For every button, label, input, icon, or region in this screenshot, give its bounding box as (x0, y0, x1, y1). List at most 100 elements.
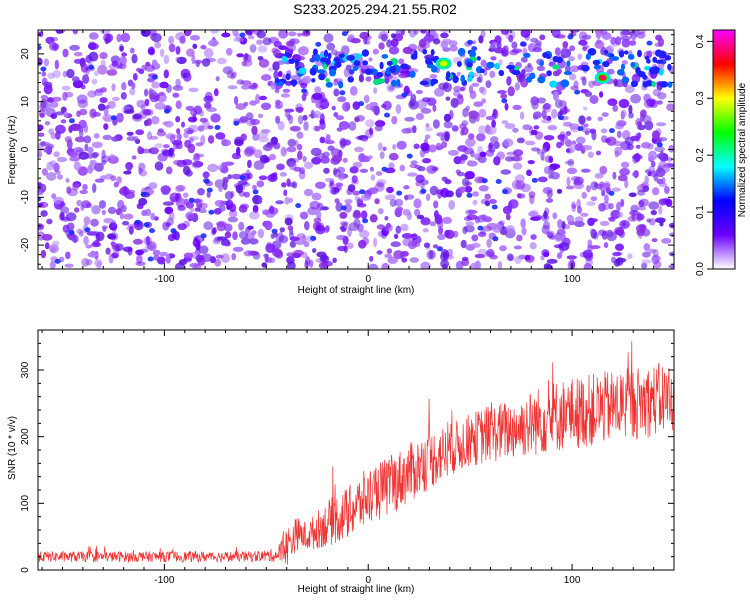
heatmap-cell (497, 261, 503, 269)
heatmap-cell (646, 40, 653, 46)
heatmap-band-cell (329, 69, 337, 77)
heatmap-band-cell (494, 62, 501, 70)
heatmap-cell (370, 174, 376, 181)
heatmap-cell (214, 125, 221, 130)
heatmap-cell (420, 142, 430, 152)
heatmap-cell (62, 224, 70, 233)
heatmap-cell (224, 191, 234, 200)
heatmap-band-cell (413, 50, 418, 58)
heatmap-cell (590, 196, 598, 202)
heatmap-band-cell (511, 69, 521, 76)
heatmap-cell (65, 251, 71, 260)
heatmap-cell (64, 263, 74, 268)
heatmap-cell (69, 44, 80, 51)
heatmap-cell (491, 119, 496, 128)
heatmap-cell (206, 187, 213, 193)
heatmap-cell (272, 61, 280, 72)
heatmap-cell (498, 59, 503, 66)
heatmap-cell (369, 102, 379, 107)
heatmap-cell (598, 229, 607, 236)
heatmap-cell (582, 128, 592, 133)
heatmap-cell (466, 192, 473, 198)
heatmap-cell (85, 244, 93, 249)
heatmap-cell (212, 227, 217, 235)
heatmap-cell (107, 206, 117, 215)
heatmap-cell (401, 257, 408, 263)
heatmap-cell (258, 58, 270, 68)
heatmap-cell (88, 64, 95, 70)
heatmap-cell (323, 167, 330, 174)
heatmap-cell (173, 159, 183, 166)
heatmap-cell (571, 205, 576, 213)
heatmap-cell (553, 244, 563, 249)
line-chart-frame (37, 329, 675, 571)
heatmap-cell (273, 172, 278, 177)
heatmap-cell (268, 153, 277, 161)
heatmap-cell (377, 208, 384, 215)
heatmap-cell (285, 40, 295, 47)
y-tick-label: 20 (20, 48, 31, 60)
heatmap-cell (439, 30, 451, 33)
heatmap-cell (336, 115, 344, 121)
heatmap-cell (565, 185, 575, 190)
heatmap-cell (476, 76, 482, 83)
heatmap-cell (643, 243, 651, 252)
heatmap-cell (145, 109, 154, 116)
heatmap-cell (390, 241, 401, 248)
heatmap-band-cell (651, 66, 661, 74)
heatmap-cell (217, 165, 223, 171)
heatmap-band-cell (353, 60, 361, 67)
heatmap-cell (215, 220, 227, 227)
heatmap-cell (299, 211, 309, 220)
heatmap-cell (370, 105, 379, 113)
heatmap-cell (612, 171, 617, 180)
heatmap-cell (369, 166, 374, 172)
heatmap-cell (120, 92, 127, 100)
heatmap-cell (624, 85, 635, 93)
heatmap-cell (631, 33, 636, 42)
heatmap-cell (73, 147, 84, 153)
heatmap-cell (388, 152, 399, 161)
heatmap-cell (433, 200, 439, 209)
heatmap-cell (425, 123, 430, 128)
heatmap-cell (288, 197, 293, 203)
heatmap-band-cell (352, 65, 359, 71)
heatmap-cell (634, 152, 641, 163)
heatmap-cell (598, 203, 606, 212)
heatmap-cell (221, 32, 231, 38)
heatmap-cell (191, 161, 202, 169)
heatmap-cell (241, 60, 247, 67)
heatmap-cell (569, 257, 575, 262)
heatmap-band-cell (618, 50, 625, 58)
heatmap-cell (440, 187, 450, 198)
heatmap-cell (573, 182, 584, 190)
heatmap-cell (116, 62, 123, 69)
heatmap-cell (652, 255, 662, 262)
heatmap-band-cell (422, 48, 428, 55)
heatmap-cell (413, 30, 419, 35)
heatmap-cell (656, 142, 663, 148)
heatmap-cell (558, 100, 567, 107)
heatmap-cell (433, 210, 439, 219)
heatmap-cell (85, 67, 90, 76)
heatmap-cell (289, 125, 301, 132)
heatmap-cell (243, 147, 255, 157)
heatmap-cell (583, 263, 592, 269)
heatmap-cell (271, 228, 278, 234)
heatmap-cell (490, 136, 499, 143)
heatmap-cell (195, 241, 201, 251)
y-tick-label: 100 (20, 495, 31, 512)
heatmap-band-cell (602, 61, 610, 68)
heatmap-cell (201, 253, 213, 262)
heatmap-cell (410, 160, 418, 165)
heatmap-cell (324, 177, 335, 182)
heatmap-cell (600, 30, 608, 35)
heatmap-cell (284, 217, 293, 226)
heatmap-cell (484, 200, 491, 207)
heatmap-cell (328, 183, 336, 189)
heatmap-cell (39, 183, 47, 193)
heatmap-cell (462, 107, 469, 118)
heatmap-cell (395, 225, 402, 234)
heatmap-cell (601, 201, 611, 211)
heatmap-cell (395, 206, 404, 212)
